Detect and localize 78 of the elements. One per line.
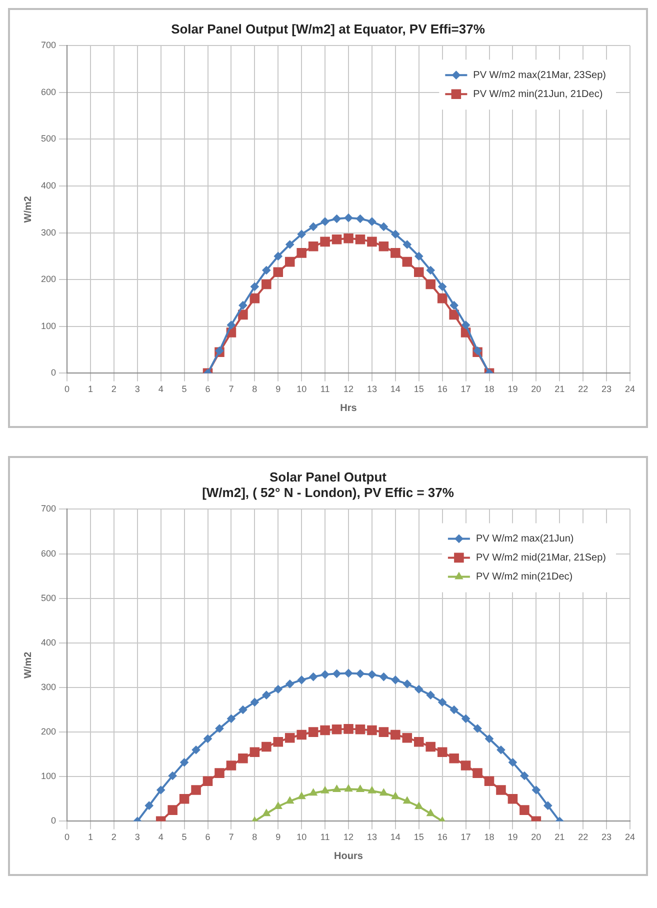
y-tick-label: 200 [40, 274, 56, 284]
x-tick-label: 24 [624, 832, 635, 842]
x-tick-label: 12 [344, 832, 354, 842]
y-tick-label: 0 [51, 816, 56, 826]
x-tick-label: 23 [602, 384, 612, 394]
y-axis-title: W/m2 [22, 196, 34, 223]
y-tick-label: 300 [40, 682, 56, 692]
x-tick-label: 3 [134, 832, 140, 842]
x-tick-label: 16 [437, 384, 448, 394]
x-tick-label: 22 [578, 832, 588, 842]
x-tick-label: 9 [276, 384, 281, 394]
x-tick-label: 21 [554, 384, 565, 394]
x-tick-label: 19 [508, 384, 518, 394]
x-tick-label: 0 [64, 832, 70, 842]
y-tick-label: 600 [40, 86, 56, 97]
x-tick-label: 9 [276, 832, 281, 842]
x-tick-label: 15 [414, 832, 424, 842]
y-tick-label: 100 [40, 320, 56, 331]
x-tick-label: 24 [624, 384, 635, 394]
y-tick-label: 0 [51, 368, 56, 378]
x-tick-label: 16 [437, 832, 448, 842]
y-tick-label: 600 [40, 548, 56, 558]
x-tick-label: 13 [366, 832, 377, 842]
chart-title: Solar Panel Output [W/m2] at Equator, PV Effi=37% [171, 21, 486, 36]
legend-label: PV W/m2 min(21Dec) [476, 571, 573, 582]
legend-label: PV W/m2 mid(21Mar, 21Sep) [476, 552, 606, 564]
x-tick-label: 3 [134, 384, 140, 394]
x-tick-label: 19 [508, 832, 518, 842]
chart-subtitle: [W/m2], ( 52° N - London), PV Effic = 37% [202, 484, 454, 500]
x-tick-label: 12 [344, 384, 354, 394]
x-tick-label: 5 [182, 832, 187, 842]
x-tick-label: 20 [531, 384, 542, 394]
y-tick-label: 400 [40, 180, 56, 190]
x-tick-label: 14 [390, 832, 400, 842]
y-tick-label: 500 [40, 592, 56, 603]
legend-label: PV W/m2 max(21Jun) [476, 533, 574, 544]
y-tick-label: 100 [40, 771, 56, 782]
x-tick-label: 14 [390, 384, 400, 394]
y-axis-title: W/m2 [22, 651, 34, 679]
x-tick-label: 5 [182, 384, 187, 394]
y-tick-label: 700 [40, 504, 56, 514]
legend-label: PV W/m2 max(21Mar, 23Sep) [473, 70, 606, 81]
x-axis-title: Hours [334, 850, 364, 862]
x-tick-label: 11 [320, 384, 330, 394]
x-tick-label: 6 [205, 832, 210, 842]
x-tick-label: 8 [252, 384, 258, 394]
y-tick-label: 400 [40, 637, 56, 648]
y-tick-label: 700 [40, 40, 56, 50]
x-tick-label: 7 [228, 832, 234, 842]
x-tick-label: 10 [296, 384, 307, 394]
x-tick-label: 0 [64, 384, 70, 394]
x-tick-label: 13 [366, 384, 377, 394]
x-tick-label: 6 [205, 384, 210, 394]
x-tick-label: 8 [252, 832, 258, 842]
x-tick-label: 18 [484, 832, 494, 842]
x-tick-label: 20 [531, 832, 542, 842]
x-tick-label: 17 [460, 832, 471, 842]
x-tick-label: 2 [111, 832, 116, 842]
x-tick-label: 15 [414, 384, 424, 394]
x-tick-label: 18 [484, 384, 494, 394]
x-tick-label: 1 [88, 384, 93, 394]
y-tick-label: 500 [40, 134, 56, 144]
x-tick-label: 7 [228, 384, 234, 394]
x-tick-label: 4 [158, 384, 164, 394]
x-axis-title: Hrs [340, 402, 358, 414]
x-tick-label: 2 [111, 384, 116, 394]
legend-label: PV W/m2 min(21Jun, 21Dec) [473, 88, 603, 100]
x-tick-label: 10 [296, 832, 307, 842]
x-tick-label: 11 [320, 832, 330, 842]
x-tick-label: 4 [158, 832, 164, 842]
x-tick-label: 1 [88, 832, 93, 842]
x-tick-label: 23 [602, 832, 612, 842]
chart-title: Solar Panel Output [269, 469, 388, 484]
x-tick-label: 17 [460, 384, 471, 394]
x-tick-label: 22 [578, 384, 588, 394]
y-tick-label: 300 [40, 227, 56, 238]
x-tick-label: 21 [554, 832, 565, 842]
y-tick-label: 200 [40, 726, 56, 737]
